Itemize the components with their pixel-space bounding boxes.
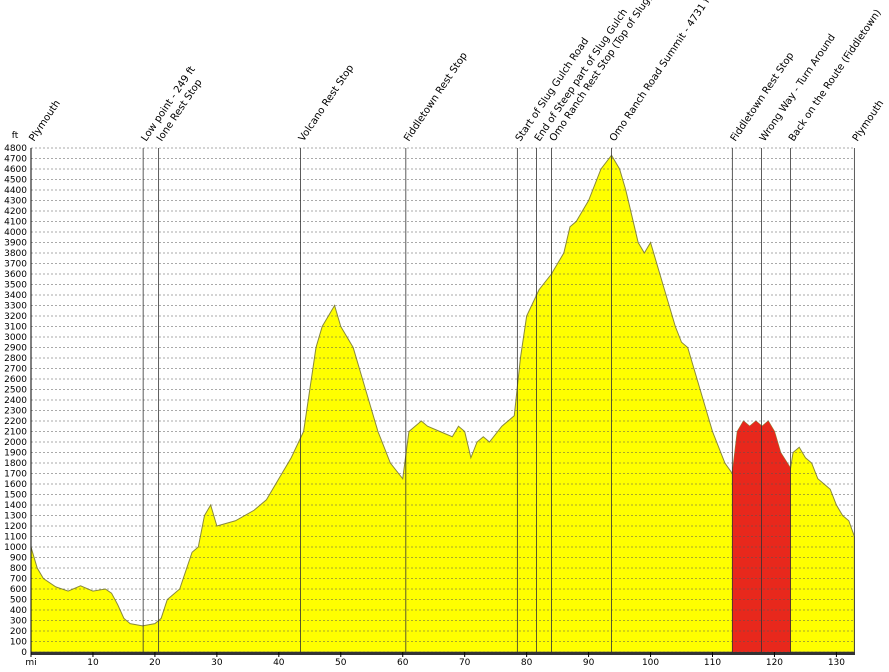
x-tick-label: 120	[766, 658, 783, 668]
y-tick-label: 1500	[4, 491, 27, 501]
y-tick-label: 1700	[4, 470, 27, 480]
annotation-label: Fiddletown Rest Stop	[402, 51, 470, 144]
y-tick-label: 3000	[4, 333, 27, 343]
annotation-label: Volcano Rest Stop	[297, 63, 356, 144]
y-tick-label: 4100	[4, 218, 27, 228]
y-tick-label: 2800	[4, 354, 27, 364]
x-axis-bar	[31, 652, 855, 655]
y-tick-label: 2100	[4, 428, 27, 438]
y-tick-label: 3600	[4, 270, 27, 280]
x-tick-label: 80	[521, 658, 533, 668]
x-tick-label: 70	[459, 658, 471, 668]
y-tick-label: 3700	[4, 260, 27, 270]
y-tick-label: 3100	[4, 323, 27, 333]
y-tick-label: 2000	[4, 438, 27, 448]
y-tick-label: 3300	[4, 302, 27, 312]
annotation-label: Plymouth	[851, 98, 887, 143]
x-tick-label: mi	[25, 658, 36, 668]
y-tick-label: 1100	[4, 533, 27, 543]
y-tick-label: 3400	[4, 291, 27, 301]
y-tick-label: 4700	[4, 155, 27, 165]
y-unit: ft	[12, 131, 19, 141]
y-tick-label: 200	[10, 627, 27, 637]
x-tick-label: 130	[828, 658, 845, 668]
x-tick-label: 110	[704, 658, 721, 668]
y-tick-label: 4400	[4, 186, 27, 196]
y-tick-label: 500	[10, 596, 27, 606]
y-tick-label: 1300	[4, 512, 27, 522]
y-tick-label: 600	[10, 585, 27, 595]
y-tick-label: 300	[10, 617, 27, 627]
y-tick-label: 700	[10, 575, 27, 585]
y-tick-label: 4300	[4, 197, 27, 207]
annotation-label: Plymouth	[27, 98, 63, 143]
y-tick-label: 800	[10, 564, 27, 574]
y-tick-label: 4200	[4, 207, 27, 217]
x-tick-label: 20	[149, 658, 161, 668]
x-tick-label: 50	[335, 658, 347, 668]
y-tick-label: 900	[10, 554, 27, 564]
y-tick-label: 0	[21, 648, 27, 658]
x-tick-label: 60	[397, 658, 409, 668]
elevation-area	[30, 154, 855, 653]
y-tick-label: 4000	[4, 228, 27, 238]
annotation-label: End of Steep part of Slug Gulch	[533, 7, 630, 144]
y-tick-label: 2200	[4, 417, 27, 427]
y-tick-label: 1600	[4, 480, 27, 490]
y-tick-label: 3500	[4, 281, 27, 291]
y-tick-label: 1900	[4, 449, 27, 459]
x-tick-label: 40	[273, 658, 285, 668]
y-tick-label: 1400	[4, 501, 27, 511]
y-tick-label: 3800	[4, 249, 27, 259]
y-tick-label: 2400	[4, 396, 27, 406]
y-tick-label: 4600	[4, 165, 27, 175]
y-tick-label: 2700	[4, 365, 27, 375]
x-tick-label: 30	[211, 658, 223, 668]
x-tick-label: 90	[583, 658, 595, 668]
x-tick-label: 100	[642, 658, 659, 668]
y-tick-label: 3900	[4, 239, 27, 249]
y-tick-label: 2900	[4, 344, 27, 354]
y-tick-label: 400	[10, 606, 27, 616]
y-tick-label: 4800	[4, 144, 27, 154]
x-tick-label: 10	[87, 658, 99, 668]
y-tick-label: 2300	[4, 407, 27, 417]
y-tick-label: 4500	[4, 176, 27, 186]
y-tick-label: 100	[10, 638, 27, 648]
y-tick-label: 1000	[4, 543, 27, 553]
y-tick-label: 2500	[4, 386, 27, 396]
y-tick-label: 3200	[4, 312, 27, 322]
y-tick-label: 2600	[4, 375, 27, 385]
y-tick-label: 1800	[4, 459, 27, 469]
y-tick-label: 1200	[4, 522, 27, 532]
